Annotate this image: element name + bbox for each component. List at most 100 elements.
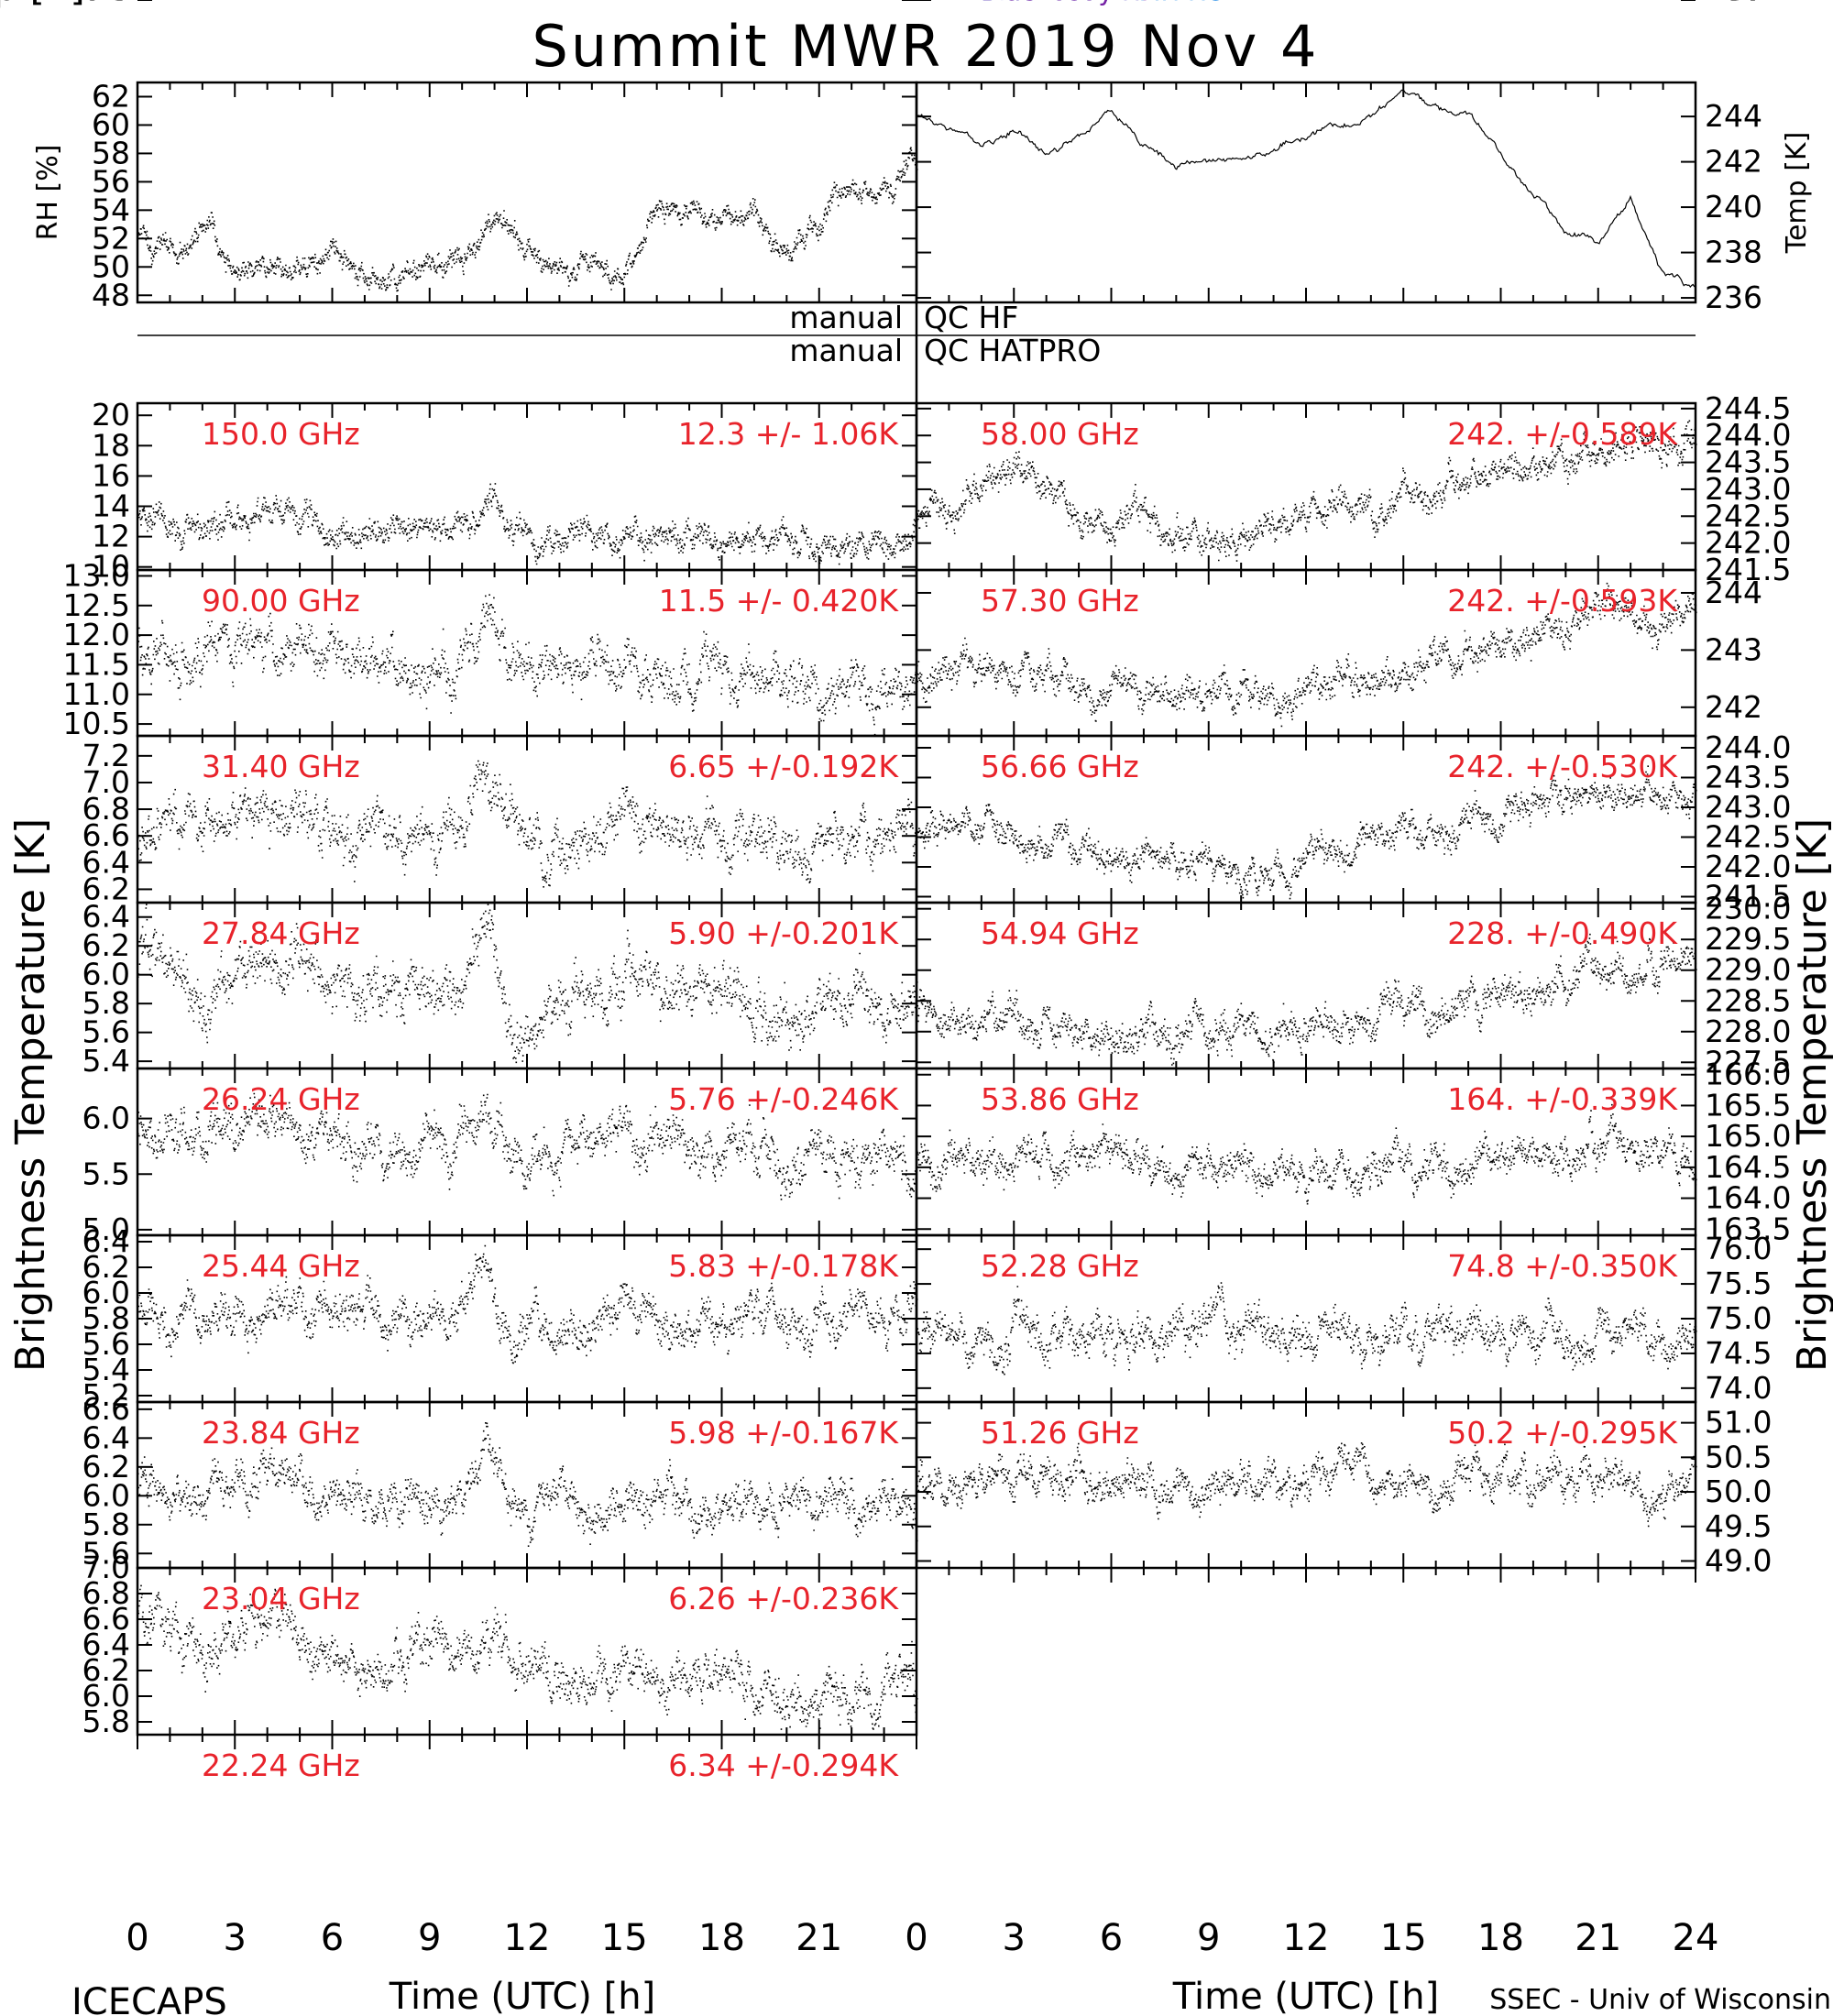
y-tick-label: 58 xyxy=(92,135,130,170)
footer-left: ICECAPS xyxy=(71,1981,227,2016)
y-tick-label: 240 xyxy=(1705,0,1762,7)
y-axis-label: RH [%] xyxy=(32,145,64,241)
y-tick-label: 5.6 xyxy=(82,1014,130,1050)
y-tick-label: 18 xyxy=(92,427,130,463)
y-tick-label: 76.0 xyxy=(1705,1231,1772,1266)
y-tick-label: 60 xyxy=(92,106,130,142)
y-tick-label: 12 xyxy=(92,519,130,554)
panel-26.24: 5.0 5.5 6.0 26.24 GHz 5.76 +/-0.246K xyxy=(82,1067,918,1247)
y-tick-label: 242.0 xyxy=(1705,849,1791,884)
x-tick-label: 15 xyxy=(1380,1917,1427,1959)
y-tick-label: 242.5 xyxy=(1705,819,1791,855)
panel-blackbody: Blackbody HATPROBlackbody HF180200220240… xyxy=(0,0,1762,1583)
left-axis-label: Brightness Temperature [K] xyxy=(7,818,54,1372)
frequency-label: 26.24 GHz xyxy=(202,1081,360,1117)
y-tick-label: 227.5 xyxy=(1705,1044,1791,1079)
series-points xyxy=(137,1422,918,1547)
x-tick-label: 3 xyxy=(1003,1917,1026,1959)
panel-temp: 236 238 240 242 244 Temp [K] xyxy=(915,81,1813,315)
series-points xyxy=(916,582,1697,728)
x-tick-label: 9 xyxy=(1197,1917,1220,1959)
y-tick-label: 48 xyxy=(92,277,130,312)
frequency-label: 25.44 GHz xyxy=(202,1248,360,1284)
x-tick-label: 3 xyxy=(224,1917,247,1959)
y-tick-label: 56 xyxy=(92,163,130,199)
y-tick-label: 5.8 xyxy=(82,1704,130,1739)
y-tick-label: 6.4 xyxy=(82,899,130,935)
y-tick-label: 6.5 xyxy=(82,0,130,7)
y-tick-label: 5.4 xyxy=(82,1043,130,1079)
frequency-label: 58.00 GHz xyxy=(981,416,1139,452)
y-tick-label: 229.0 xyxy=(1705,952,1791,988)
y-tick-label: 12.5 xyxy=(63,587,130,623)
series-points xyxy=(137,147,918,292)
frequency-label: 57.30 GHz xyxy=(981,583,1139,619)
frequency-label: 54.94 GHz xyxy=(981,915,1139,951)
y-tick-label: 6.0 xyxy=(82,1678,130,1714)
y-tick-label: 244.0 xyxy=(1705,729,1791,765)
frequency-label: 23.84 GHz xyxy=(202,1415,360,1451)
y-tick-label: 243 xyxy=(1705,631,1762,667)
series-points xyxy=(137,594,918,736)
y-tick-label: 6.6 xyxy=(82,817,130,853)
y-tick-label: 75.5 xyxy=(1705,1265,1772,1301)
y-tick-label: 244 xyxy=(1705,98,1762,134)
frequency-label: 150.0 GHz xyxy=(202,416,360,452)
y-tick-label: 12.0 xyxy=(63,617,130,652)
y-tick-label: 230.0 xyxy=(1705,891,1791,926)
frequency-label: 52.28 GHz xyxy=(981,1248,1139,1284)
stats-label: 228. +/-0.490K xyxy=(1447,915,1678,951)
qc-hf-right: QC HF xyxy=(924,300,1018,335)
frequency-label: 51.26 GHz xyxy=(981,1415,1139,1451)
y-tick-label: 5.6 xyxy=(82,1326,130,1362)
x-tick-label: 24 xyxy=(1673,1917,1719,1959)
y-tick-label: 75.0 xyxy=(1705,1300,1772,1336)
series-points xyxy=(916,1442,1697,1528)
y-tick-label: 163.5 xyxy=(1705,1211,1791,1246)
y-tick-label: 243.0 xyxy=(1705,789,1791,825)
panel-52.28: 74.074.575.075.576.0 52.28 GHz 74.8 +/-0.3… xyxy=(915,1231,1772,1406)
y-tick-label: 241.5 xyxy=(1705,879,1791,915)
stats-label: 6.65 +/-0.192K xyxy=(668,749,899,784)
y-tick-label: 241.5 xyxy=(1705,552,1791,587)
y-tick-label: 242 xyxy=(1705,689,1762,725)
y-tick-label: 54 xyxy=(92,192,130,227)
y-tick-label: 7.2 xyxy=(82,738,130,773)
series-points xyxy=(916,765,1697,900)
y-tick-label: 10 xyxy=(92,549,130,585)
x-tick-label: 18 xyxy=(698,1917,745,1959)
y-axis-label: Temp [K] xyxy=(1781,132,1813,255)
stats-label: 5.83 +/-0.178K xyxy=(668,1248,899,1284)
axes-frame xyxy=(136,81,918,304)
y-tick-label: 244.0 xyxy=(1705,417,1791,453)
y-tick-label: 244.5 xyxy=(1705,390,1791,426)
y-tick-label: 11.0 xyxy=(63,676,130,712)
qc-hatpro-left: manual xyxy=(789,333,903,368)
y-tick-label: 5.6 xyxy=(82,1535,130,1571)
y-tick-label: 6.2 xyxy=(82,871,130,906)
y-tick-label: 52 xyxy=(92,220,130,256)
panel-23.84: 5.65.86.06.26.46.6 23.84 GHz 5.98 +/-0.167… xyxy=(82,1391,918,1571)
series-line xyxy=(916,89,1696,289)
chart-title: Summit MWR 2019 Nov 4 xyxy=(532,13,1320,80)
frequency-label: 90.00 GHz xyxy=(202,583,360,619)
y-tick-label: 242 xyxy=(1705,144,1762,180)
y-tick-label: 7.0 xyxy=(82,764,130,800)
y-tick-label: 6.4 xyxy=(82,1627,130,1662)
y-tick-label: 6.0 xyxy=(82,957,130,992)
x-tick-label: 9 xyxy=(418,1917,441,1959)
left-xlabel: Time (UTC) [h] xyxy=(389,1976,655,2016)
y-tick-label: 10.5 xyxy=(63,706,130,741)
frequency-label: 27.84 GHz xyxy=(202,915,360,951)
frequency-label: 53.86 GHz xyxy=(981,1081,1139,1117)
panel-31.40: 6.26.46.66.87.07.2 31.40 GHz 6.65 +/-0.192… xyxy=(82,734,918,906)
stats-label: 5.90 +/-0.201K xyxy=(668,915,899,951)
y-tick-label: 200 xyxy=(1705,0,1762,7)
panel-90.00: 10.511.011.512.012.513.0 90.00 GHz 11.5 +/… xyxy=(63,557,918,741)
stats-label: 6.26 +/-0.236K xyxy=(668,1581,899,1616)
y-axis-label: Temp [K] xyxy=(0,0,85,9)
frequency-label: 56.66 GHz xyxy=(981,749,1139,784)
